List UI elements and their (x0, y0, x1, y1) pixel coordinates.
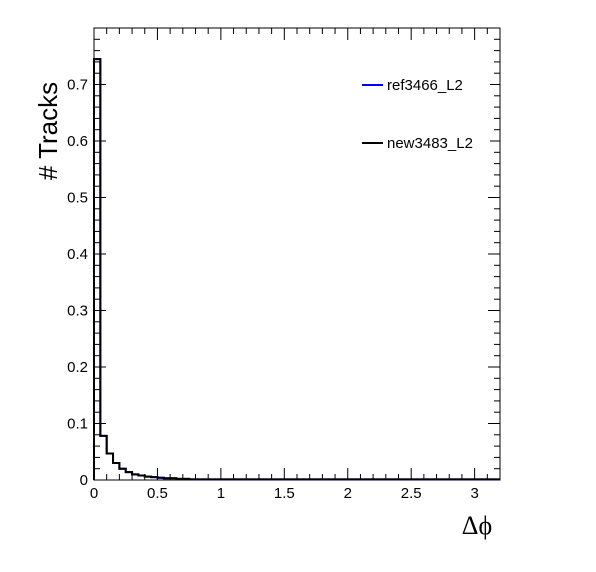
legend-box (356, 64, 490, 168)
legend-label-new: new3483_L2 (387, 135, 473, 152)
x-axis-title: Δϕ (462, 511, 492, 540)
x-tick-label: 0.5 (147, 485, 168, 502)
y-tick-label: 0 (80, 472, 88, 489)
y-tick-label: 0.4 (67, 246, 88, 263)
x-tick-label: 3 (470, 485, 478, 502)
x-tick-label: 2.5 (401, 485, 422, 502)
y-tick-label: 0.5 (67, 190, 88, 207)
y-axis-title: # Tracks (33, 82, 63, 180)
x-tick-label: 2 (344, 485, 352, 502)
y-tick-label: 0.3 (67, 303, 88, 320)
series-line-new3483-l2 (93, 58, 500, 481)
y-tick-label: 0.7 (67, 77, 88, 94)
x-tick-label: 1 (217, 485, 225, 502)
x-tick-label: 0 (90, 485, 98, 502)
legend-label-ref: ref3466_L2 (387, 77, 463, 94)
legend: ref3466_L2 new3483_L2 (356, 64, 490, 168)
y-tick-label: 0.2 (67, 359, 88, 376)
x-axis: 0 0.5 1 1.5 2 2.5 3 (90, 28, 501, 502)
x-tick-label: 1.5 (274, 485, 295, 502)
histogram-series (93, 58, 500, 481)
y-tick-label: 0.6 (67, 133, 88, 150)
y-tick-label: 0.1 (67, 416, 88, 433)
